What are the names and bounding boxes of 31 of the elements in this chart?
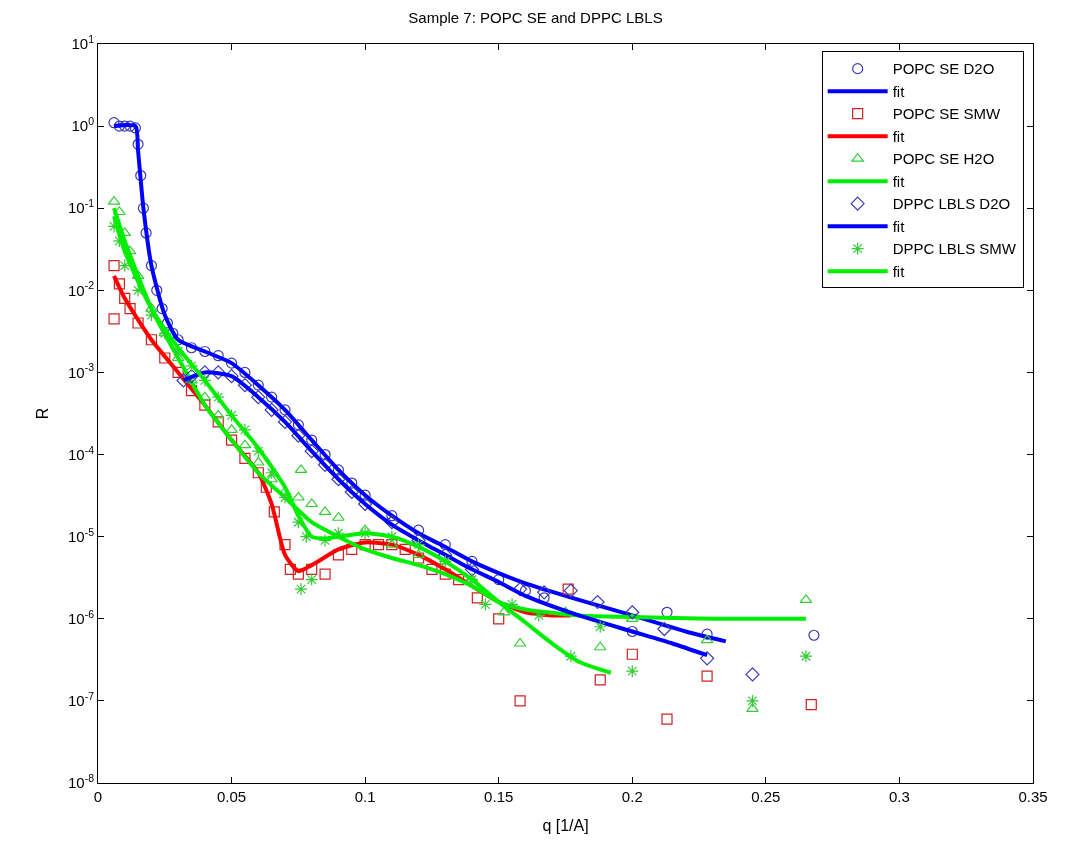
- y-tick-label: 10$^{-4}$: [67, 443, 95, 463]
- y-tick-label: 10$^{-7}$: [67, 689, 95, 710]
- y-axis-title: R: [33, 407, 51, 420]
- legend-label: fit: [892, 127, 906, 145]
- y-tick-label: 10$^{0}$: [71, 115, 95, 135]
- x-tick-label: 0.35: [1018, 788, 1048, 805]
- legend-label: fit: [892, 262, 906, 280]
- y-tick-label: 10$^{-8}$: [67, 771, 95, 792]
- legend-label: fit: [892, 82, 906, 100]
- x-tick-label: 0.2: [621, 788, 643, 805]
- chart-title: Sample 7: POPC SE and DPPC LBLS: [408, 9, 663, 27]
- y-tick-label: 10$^{-1}$: [67, 197, 95, 217]
- legend-label: DPPC LBLS D2O: [892, 195, 1011, 213]
- y-tick-label: 10$^{-3}$: [67, 361, 95, 381]
- legend-label: DPPC LBLS SMW: [892, 240, 1017, 258]
- x-tick-label: 0.1: [354, 788, 376, 805]
- y-tick-label: 10$^{1}$: [71, 32, 95, 53]
- y-tick-label: 10$^{-2}$: [67, 279, 95, 299]
- y-tick-label: 10$^{-5}$: [67, 525, 95, 545]
- legend-label: fit: [892, 172, 906, 190]
- x-tick-label: 0.3: [889, 788, 910, 805]
- x-tick-label: 0.15: [484, 788, 514, 805]
- legend-label: POPC SE SMW: [892, 105, 1001, 123]
- x-tick-label: 0.25: [751, 788, 781, 805]
- x-axis-title: q [1/A]: [542, 816, 589, 834]
- legend-label: POPC SE D2O: [892, 60, 995, 78]
- x-tick-label: 0.05: [216, 788, 247, 805]
- x-tick-label: 0: [93, 788, 103, 805]
- legend-label: fit: [892, 217, 906, 235]
- legend-label: POPC SE H2O: [892, 150, 995, 168]
- y-tick-label: 10$^{-6}$: [67, 607, 95, 628]
